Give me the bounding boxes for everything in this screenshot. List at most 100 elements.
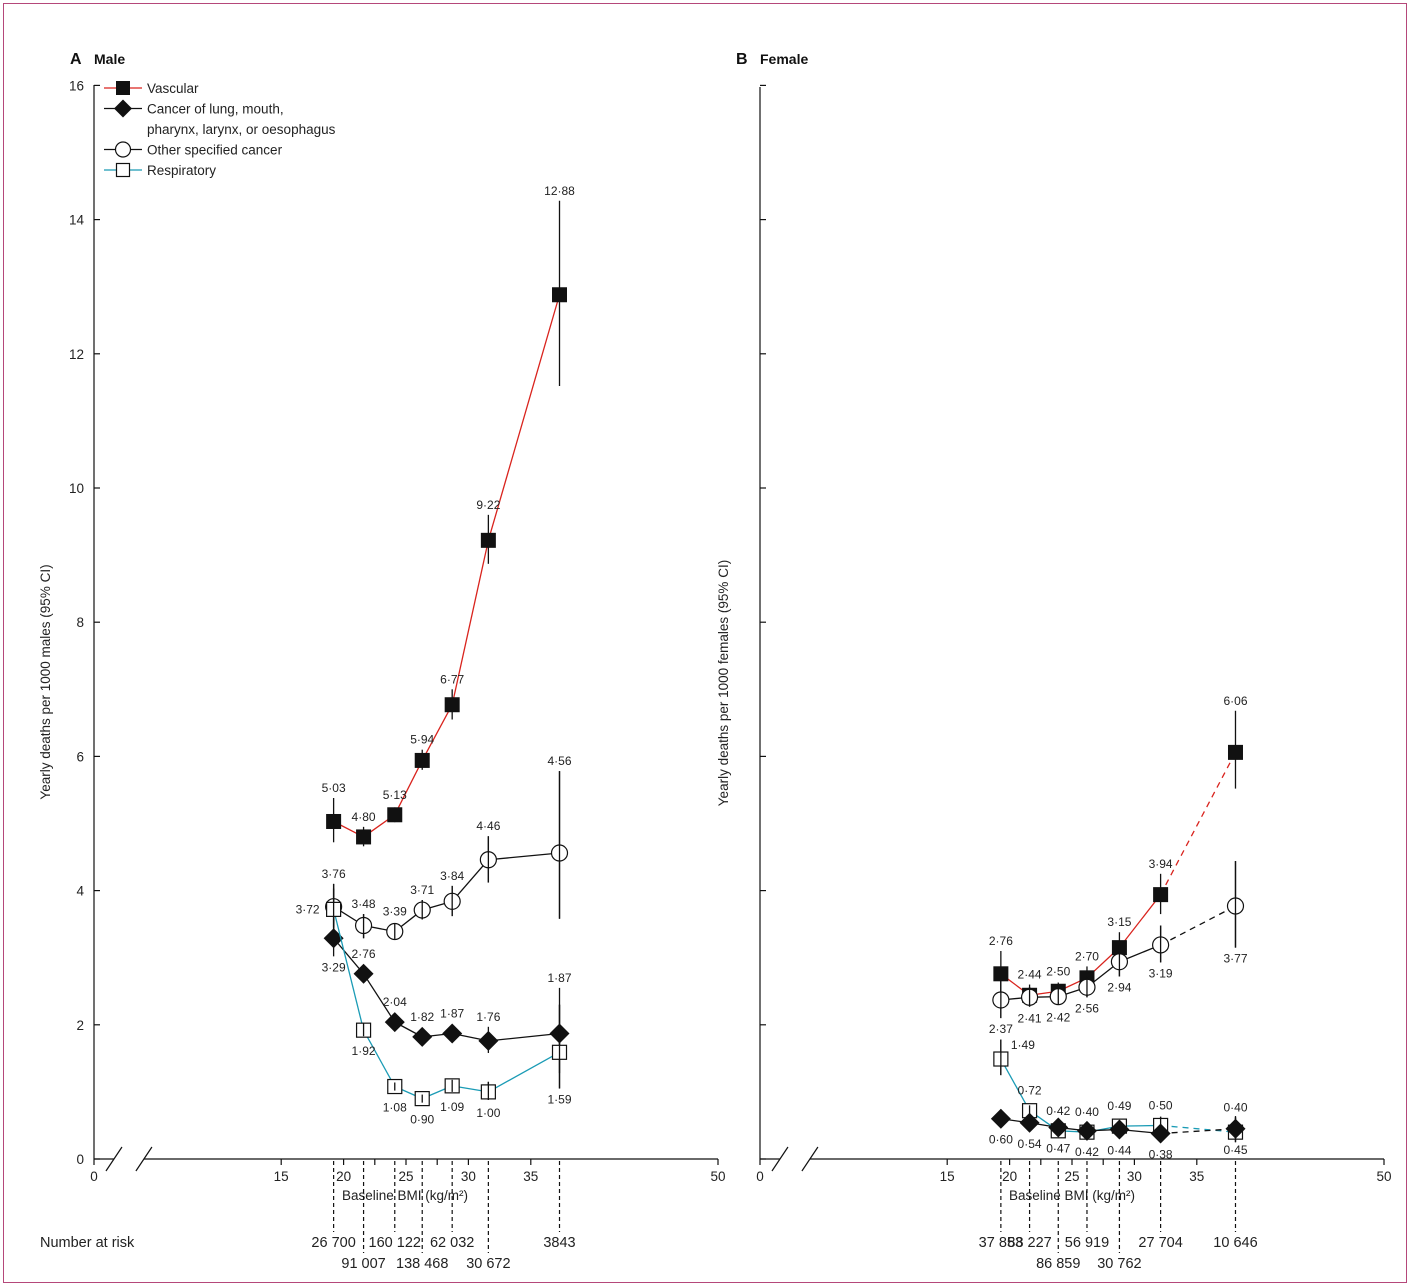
risk-value: 37 853 — [979, 1235, 1023, 1251]
legend-marker — [114, 141, 132, 158]
axis-break-mark — [801, 1146, 819, 1172]
risk-value: 27 704 — [1138, 1235, 1182, 1251]
series-line-segment — [488, 1051, 560, 1093]
y-tick-label: 14 — [69, 213, 85, 228]
risk-value: 10 646 — [1213, 1235, 1257, 1251]
risk-value: 30 762 — [1097, 1256, 1141, 1272]
risk-value: 3843 — [543, 1235, 575, 1251]
point-marker — [444, 697, 460, 713]
data-label: 0·50 — [1149, 1098, 1173, 1112]
risk-value: 88 227 — [1007, 1235, 1051, 1251]
x-tick-label: 35 — [1189, 1169, 1204, 1184]
data-label: 2·50 — [1046, 964, 1070, 978]
series-line-segment — [451, 859, 489, 902]
data-label: 0·42 — [1075, 1145, 1099, 1159]
data-label: 5·13 — [383, 788, 407, 802]
y-axis-label: Yearly deaths per 1000 males (95% CI) — [38, 564, 53, 799]
series-line-segment — [333, 937, 365, 975]
y-tick-label: 8 — [76, 615, 84, 630]
legend-label: Cancer of lung, mouth, — [147, 102, 284, 117]
series-cancer-of: 0·60 0·54 0·47 0·42 0·44 0·38 0·45 — [989, 1108, 1248, 1162]
number-at-risk-label: Number at risk — [40, 1235, 135, 1251]
x-tick-label: 30 — [1127, 1169, 1142, 1184]
data-label: 2·41 — [1018, 1011, 1042, 1025]
data-label: 3·19 — [1149, 966, 1173, 980]
data-label: 12·88 — [544, 184, 575, 198]
data-label: 2·37 — [989, 1022, 1013, 1036]
data-label: 1·87 — [440, 1007, 464, 1021]
data-label: 1·59 — [547, 1093, 571, 1107]
point-marker — [384, 1012, 405, 1033]
point-marker — [442, 1023, 463, 1044]
y-tick-label: 16 — [69, 78, 84, 93]
series-line-segment — [1118, 894, 1162, 949]
series-line-segment — [421, 704, 453, 761]
x-axis-label: Baseline BMI (kg/m²) — [1009, 1188, 1135, 1203]
risk-value: 30 672 — [466, 1256, 510, 1272]
data-label: 4·80 — [352, 810, 376, 824]
legend-label: Vascular — [147, 81, 199, 96]
risk-value: 138 468 — [396, 1256, 448, 1272]
data-label: 4·56 — [547, 754, 571, 768]
x-tick-label: 15 — [274, 1169, 289, 1184]
point-marker — [1225, 1118, 1246, 1139]
data-label: 1·76 — [476, 1010, 500, 1024]
point-marker — [993, 966, 1009, 982]
data-label: 1·09 — [440, 1100, 464, 1114]
y-axis-label: Yearly deaths per 1000 females (95% CI) — [716, 560, 731, 806]
x-tick-label: 25 — [398, 1169, 413, 1184]
data-label: 3·48 — [352, 897, 376, 911]
data-label: 6·06 — [1223, 694, 1247, 708]
panel-b-letter: B — [736, 51, 748, 68]
point-marker — [412, 1026, 433, 1047]
panel-b-female: B Female Yearly deaths per 1000 females … — [716, 51, 1392, 1272]
data-label: 3·84 — [440, 869, 464, 883]
legend-label: Other specified cancer — [147, 143, 283, 158]
risk-value: 160 122 — [369, 1235, 421, 1251]
series-line-segment — [1160, 1128, 1236, 1135]
series-line-segment — [362, 1029, 396, 1087]
data-label: 1·82 — [410, 1010, 434, 1024]
risk-value: 56 919 — [1065, 1235, 1109, 1251]
risk-value: 62 032 — [430, 1235, 474, 1251]
point-marker — [414, 752, 430, 768]
series-line-segment — [488, 852, 560, 861]
series-line-segment — [363, 973, 396, 1023]
x-tick-label: 25 — [1064, 1169, 1079, 1184]
series-line-segment — [1000, 1058, 1031, 1112]
data-label: 3·29 — [322, 960, 346, 974]
x-tick-label: 35 — [523, 1169, 538, 1184]
point-marker — [387, 807, 403, 823]
risk-value: 26 700 — [311, 1235, 355, 1251]
data-label: 3·39 — [383, 905, 407, 919]
axis-break-mark — [135, 1146, 153, 1172]
data-label: 3·72 — [296, 902, 320, 916]
data-label: 1·92 — [352, 1044, 376, 1058]
series-line-segment — [451, 540, 490, 705]
legend-marker — [116, 81, 130, 95]
data-label: 5·03 — [322, 781, 346, 795]
y-tick-label: 0 — [76, 1152, 84, 1167]
x-tick-label: 50 — [710, 1169, 725, 1184]
data-label: 3·15 — [1107, 915, 1131, 929]
data-label: 3·76 — [322, 867, 346, 881]
data-label: 0·54 — [1018, 1137, 1042, 1151]
point-marker — [326, 813, 342, 829]
series-other-specified: 3·76 3·48 3·393·71 3·84 4·46 4·56 — [322, 754, 572, 941]
point-marker — [1076, 1120, 1097, 1141]
data-label: 2·76 — [989, 934, 1013, 948]
series-vascular: 5·03 4·80 5·13 5·94 6·77 9·22 12·88 — [322, 184, 575, 847]
data-label: 0·90 — [410, 1113, 434, 1127]
point-marker — [353, 963, 374, 984]
data-label: 0·44 — [1107, 1143, 1131, 1157]
data-label: 2·70 — [1075, 949, 1099, 963]
data-label: 1·08 — [383, 1101, 407, 1115]
series-other-specified: 2·37 2·41 2·42 2·56 2·94 3·19 3·77 — [989, 861, 1248, 1036]
data-label: 1·00 — [476, 1106, 500, 1120]
data-label: 0·47 — [1046, 1141, 1070, 1155]
data-label: 0·38 — [1149, 1148, 1173, 1162]
risk-value: 91 007 — [341, 1256, 385, 1272]
y-tick-label: 10 — [69, 481, 84, 496]
x-tick-label: 0 — [756, 1169, 764, 1184]
data-label: 2·56 — [1075, 1001, 1099, 1015]
